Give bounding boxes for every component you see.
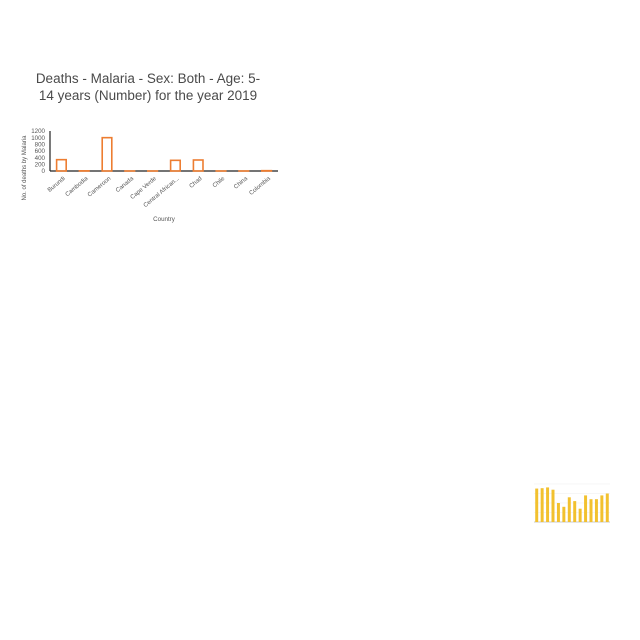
thumbnail-chart-panel [518,470,618,534]
bar [562,506,566,522]
y-tick-label: 400 [35,155,46,162]
y-tick-label: 1000 [31,135,45,142]
y-tick-label: 200 [35,162,46,169]
x-tick-label: Cambodia [65,176,90,199]
bar [551,489,555,522]
bar [584,495,588,522]
x-tick-label: Cameroon [87,176,112,199]
x-tick-label: Chile [212,176,227,190]
bar [546,487,550,522]
bar [605,493,609,522]
bar [540,488,544,522]
x-axis-title: Country [153,216,176,223]
x-tick-label: Burundi [47,176,67,194]
bar [192,159,204,172]
bar [535,488,539,522]
bar [589,499,593,522]
y-tick-label: 0 [42,168,46,175]
bar [169,159,181,172]
chart-title: Deaths - Malaria - Sex: Both - Age: 5-14… [35,71,261,103]
bar [578,508,582,522]
x-tick-label: Colombia [249,176,273,197]
bar [101,136,113,172]
y-tick-label: 800 [35,142,46,149]
bar [55,158,67,172]
bar [567,497,571,522]
main-chart-panel: Deaths - Malaria - Sex: Both - Age: 5-14… [0,0,300,240]
y-tick-label: 1200 [31,128,45,135]
bar [573,501,577,522]
x-tick-label: Canada [115,176,135,195]
bar [556,503,560,522]
x-tick-label: China [233,176,249,191]
y-axis-title: No. of deaths by Malaria [22,135,28,201]
bar [600,495,604,522]
x-tick-label: Chad [189,176,204,190]
bar [594,499,598,522]
y-tick-label: 600 [35,148,46,155]
thumbnail-bar-chart [534,483,610,523]
